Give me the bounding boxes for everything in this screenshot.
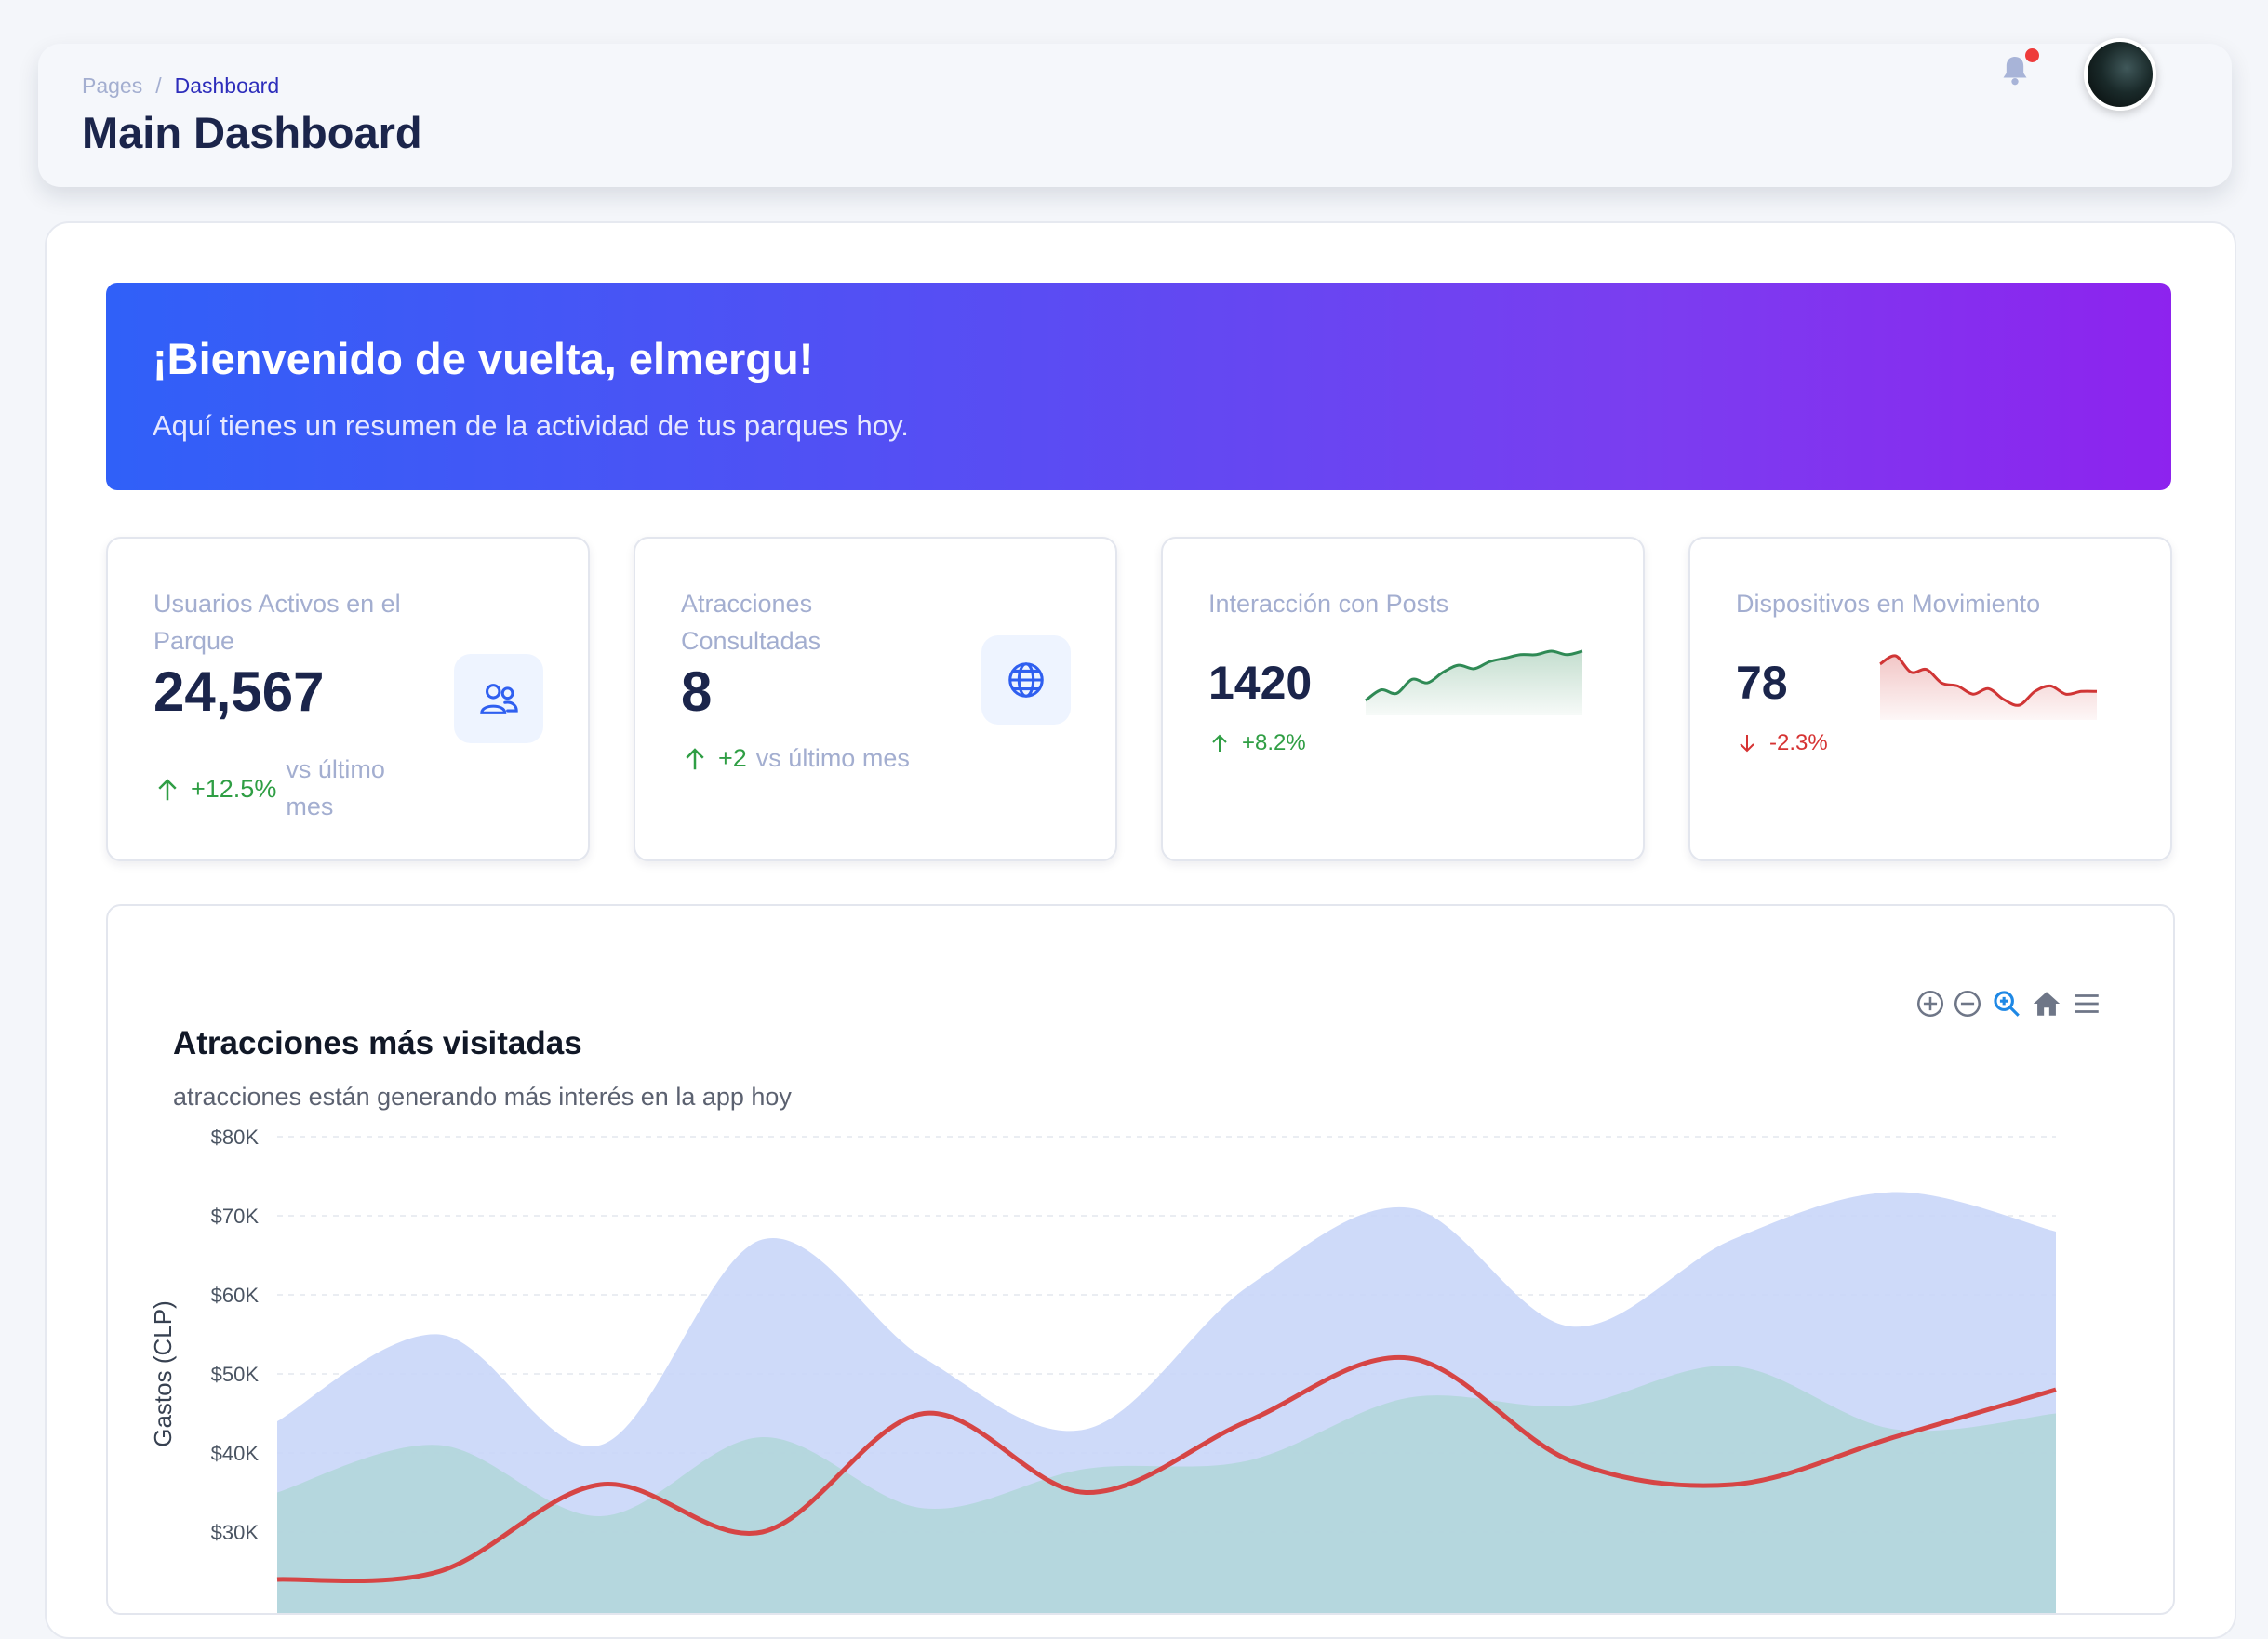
page-title: Main Dashboard xyxy=(82,108,422,157)
welcome-title: ¡Bienvenido de vuelta, elmergu! xyxy=(153,334,814,383)
top-navbar: Pages / Dashboard Main Dashboard xyxy=(38,44,2232,187)
y-tick-label: $30K xyxy=(211,1521,260,1544)
stat-card-atracciones: Atracciones Consultadas 8 +2 vs último m… xyxy=(634,537,1117,861)
globe-icon-box xyxy=(981,635,1071,725)
area-series-1 xyxy=(277,1366,2056,1613)
zoom-select-icon[interactable] xyxy=(1991,988,2022,1019)
chart-card: Atracciones más visitadas atracciones es… xyxy=(106,904,2175,1615)
stat-compare: vs último mes xyxy=(286,755,385,820)
notification-bell-icon[interactable] xyxy=(1996,52,2034,89)
stat-card-usuarios: Usuarios Activos en el Parque 24,567 +12… xyxy=(106,537,590,861)
user-avatar[interactable] xyxy=(2084,38,2156,111)
zoom-out-icon[interactable] xyxy=(1952,988,1983,1019)
stat-label: Usuarios Activos en el Parque xyxy=(153,590,401,655)
stat-value: 78 xyxy=(1736,657,1788,709)
sparkline-dispositivos-line xyxy=(1879,654,2098,707)
stat-card-interaccion: Interacción con Posts 1420 +8.2% xyxy=(1161,537,1645,861)
stat-change: +2 xyxy=(718,744,747,772)
line-series-2 xyxy=(276,1354,2057,1584)
sparkline-interaccion-line xyxy=(1365,649,1583,702)
stat-change: +8.2% xyxy=(1242,730,1306,755)
breadcrumb-separator: / xyxy=(155,73,162,98)
welcome-banner: ¡Bienvenido de vuelta, elmergu! Aquí tie… xyxy=(106,283,2171,490)
y-tick-label: $60K xyxy=(211,1284,260,1307)
stat-value: 8 xyxy=(681,660,713,723)
stat-change: -2.3% xyxy=(1769,730,1828,755)
stat-trend: +8.2% xyxy=(1208,730,1306,756)
stat-label: Atracciones Consultadas xyxy=(681,590,821,655)
stat-change: +12.5% xyxy=(191,775,277,803)
notification-dot xyxy=(2025,48,2039,62)
stat-trend: +2 vs último mes xyxy=(681,740,910,773)
stat-value: 1420 xyxy=(1208,657,1313,709)
sparkline-dispositivos xyxy=(1879,654,2098,720)
arrow-up-icon xyxy=(1212,734,1227,752)
arrow-down-icon xyxy=(1740,735,1754,753)
stat-trend: -2.3% xyxy=(1736,730,1828,756)
arrow-up-icon xyxy=(158,779,177,801)
chart-subtitle: atracciones están generando más interés … xyxy=(173,1083,792,1111)
stat-label: Interacción con Posts xyxy=(1208,590,1449,618)
y-tick-label: $40K xyxy=(211,1442,260,1465)
main-chart: $80K $70K $60K $50K $40K $30K Gastos (CLP) xyxy=(149,1129,2057,1613)
globe-icon xyxy=(1008,662,1044,698)
stat-value: 24,567 xyxy=(153,660,325,723)
breadcrumb-root[interactable]: Pages xyxy=(82,73,143,98)
zoom-in-icon[interactable] xyxy=(1914,988,1946,1019)
breadcrumb: Pages / Dashboard xyxy=(82,73,279,99)
home-icon[interactable] xyxy=(2030,988,2063,1019)
stat-compare: vs último mes xyxy=(755,744,910,772)
y-tick-label: $50K xyxy=(211,1363,260,1386)
y-axis-label: Gastos (CLP) xyxy=(149,1300,177,1447)
sparkline-dispositivos-area xyxy=(1880,655,2097,720)
y-tick-label: $80K xyxy=(211,1129,260,1149)
sparkline-interaccion-area xyxy=(1366,651,1582,715)
welcome-subtitle: Aquí tienes un resumen de la actividad d… xyxy=(153,409,909,442)
stat-label: Dispositivos en Movimiento xyxy=(1736,590,2041,618)
sparkline-interaccion xyxy=(1365,649,1583,715)
breadcrumb-current[interactable]: Dashboard xyxy=(174,73,280,98)
y-tick-label: $70K xyxy=(211,1205,260,1228)
chart-title: Atracciones más visitadas xyxy=(173,1025,582,1061)
menu-icon[interactable] xyxy=(2069,988,2104,1019)
stat-card-dispositivos: Dispositivos en Movimiento 78 -2.3% xyxy=(1688,537,2172,861)
arrow-up-icon xyxy=(686,748,704,770)
users-icon xyxy=(480,684,518,714)
users-icon-box xyxy=(454,654,543,743)
stat-trend: +12.5% vs último mes xyxy=(153,751,397,825)
